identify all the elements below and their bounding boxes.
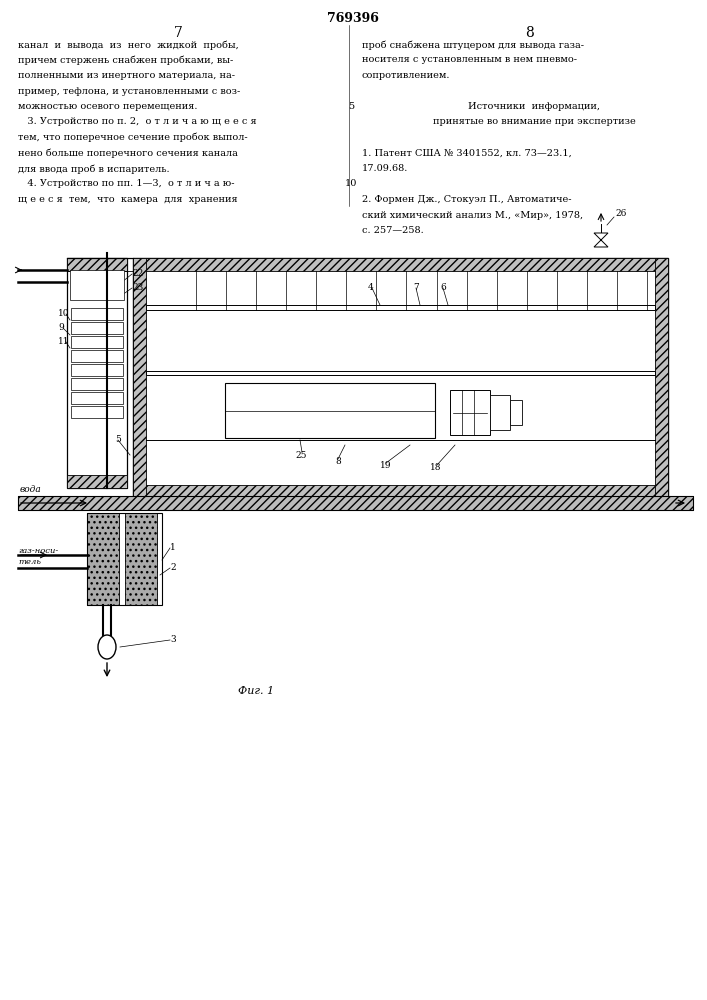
Text: 23: 23 [132,284,144,292]
Text: 6: 6 [440,284,445,292]
Text: носителя с установленным в нем пневмо-: носителя с установленным в нем пневмо- [362,55,577,64]
Bar [225,383,435,438]
Bar [18,496,693,510]
Text: причем стержень снабжен пробками, вы-: причем стержень снабжен пробками, вы- [18,55,233,65]
Text: 3: 3 [170,636,175,645]
Ellipse shape [98,635,116,659]
Text: 3. Устройство по п. 2,  о т л и ч а ю щ е е с я: 3. Устройство по п. 2, о т л и ч а ю щ е… [18,117,257,126]
Text: Фиг. 1: Фиг. 1 [238,686,274,696]
Bar [133,485,668,498]
Text: 5: 5 [115,436,121,444]
Bar [67,258,127,488]
Text: проб снабжена штуцером для вывода газа-: проб снабжена штуцером для вывода газа- [362,40,584,49]
Bar [67,258,127,271]
Bar [125,513,157,605]
Text: канал  и  вывода  из  него  жидкой  пробы,: канал и вывода из него жидкой пробы, [18,40,239,49]
Bar [71,308,123,320]
Text: сопротивлением.: сопротивлением. [362,71,450,80]
Bar [133,258,668,271]
Text: 9: 9 [58,324,64,332]
Text: 5: 5 [348,102,354,111]
Bar [71,378,123,390]
Bar [71,406,123,418]
Bar [71,350,123,362]
Bar [71,364,123,376]
Text: щ е е с я  тем,  что  камера  для  хранения: щ е е с я тем, что камера для хранения [18,195,238,204]
Bar [71,336,123,348]
Bar [146,305,655,310]
Bar [67,475,127,488]
Bar [87,513,119,605]
Text: ский химический анализ М., «Мир», 1978,: ский химический анализ М., «Мир», 1978, [362,211,583,220]
Bar [655,258,668,498]
Text: 25: 25 [295,450,307,460]
Bar [87,513,162,605]
Text: можностью осевого перемещения.: можностью осевого перемещения. [18,102,197,111]
Text: 7: 7 [173,26,182,40]
Bar [146,371,655,375]
Text: 4. Устройство по пп. 1—3,  о т л и ч а ю-: 4. Устройство по пп. 1—3, о т л и ч а ю- [18,180,235,188]
Text: тель: тель [18,558,41,566]
Text: вода: вода [20,485,42,493]
Text: 2: 2 [170,564,175,572]
Bar [510,400,522,425]
Text: 11: 11 [58,338,69,347]
Text: принятые во внимание при экспертизе: принятые во внимание при экспертизе [433,117,636,126]
Text: 18: 18 [430,464,441,473]
Text: 10: 10 [345,180,357,188]
Polygon shape [594,233,608,247]
Text: 10: 10 [58,310,69,318]
Text: 19: 19 [380,462,392,471]
Text: 1. Патент США № 3401552, кл. 73—23.1,: 1. Патент США № 3401552, кл. 73—23.1, [362,148,572,157]
Text: 8: 8 [525,26,534,40]
Text: 22: 22 [132,269,144,278]
Bar [133,258,668,498]
Text: 2. Формен Дж., Стокуэл П., Автоматиче-: 2. Формен Дж., Стокуэл П., Автоматиче- [362,195,571,204]
Text: с. 257—258.: с. 257—258. [362,226,423,235]
Bar [70,270,124,300]
Text: газ-носи-: газ-носи- [18,547,58,555]
Text: для ввода проб в испаритель.: для ввода проб в испаритель. [18,164,170,174]
Text: 26: 26 [615,210,626,219]
Bar [71,322,123,334]
Text: Источники  информации,: Источники информации, [468,102,600,111]
Text: 17.09.68.: 17.09.68. [362,164,409,173]
Text: 8: 8 [335,458,341,466]
Text: пример, тефлона, и установленными с воз-: пример, тефлона, и установленными с воз- [18,87,240,96]
Bar [18,496,693,510]
Bar [133,258,146,498]
Bar [450,390,490,435]
Text: полненными из инертного материала, на-: полненными из инертного материала, на- [18,71,235,80]
Text: тем, что поперечное сечение пробок выпол-: тем, что поперечное сечение пробок выпол… [18,133,247,142]
Bar [71,392,123,404]
Bar [490,395,510,430]
Text: 7: 7 [413,284,419,292]
Text: 1: 1 [170,544,176,552]
Text: 769396: 769396 [327,12,379,25]
Text: 4: 4 [368,284,374,292]
Text: нено больше поперечного сечения канала: нено больше поперечного сечения канала [18,148,238,158]
